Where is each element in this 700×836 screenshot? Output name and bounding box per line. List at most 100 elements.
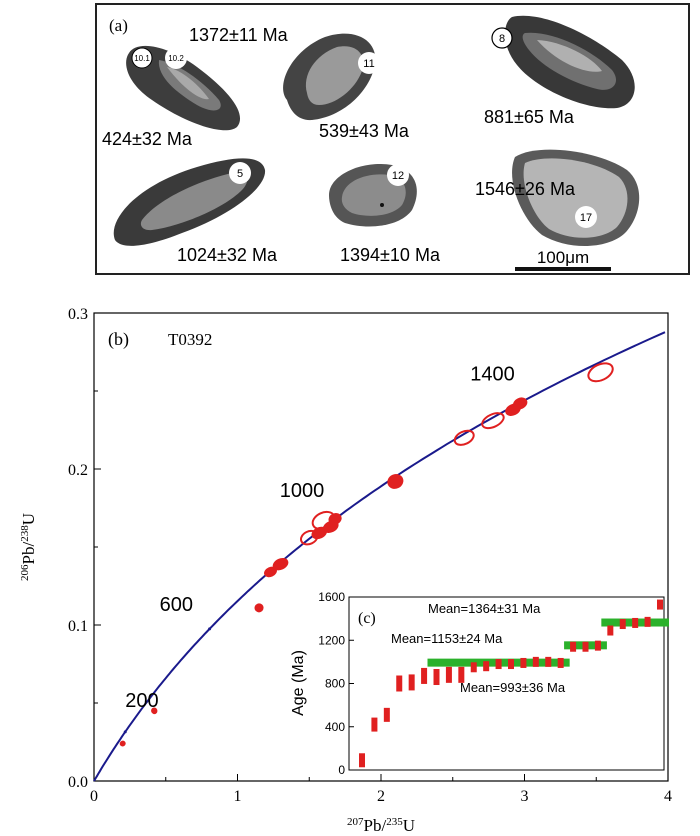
concordia-age-marker — [123, 730, 127, 734]
x-tick-label: 1 — [234, 788, 242, 805]
axis-ticks: 0 1 2 3 4 0.0 0.1 0.2 0.3 — [68, 306, 672, 805]
age-bar — [607, 625, 614, 636]
age-bar — [532, 656, 539, 667]
data-ellipse — [254, 603, 264, 613]
x-tick-label: 3 — [521, 788, 529, 805]
y-axis-label-b: U — [19, 513, 38, 525]
inset-y-tick-label: 1200 — [318, 633, 345, 647]
age-label-grain-10-core: 424±32 Ma — [102, 129, 193, 149]
age-label-grain-8: 881±65 Ma — [484, 107, 575, 127]
mean-line — [601, 618, 669, 627]
age-bar — [371, 717, 378, 732]
panel-b-label: (b) — [108, 329, 129, 350]
concordia-age-label: 1400 — [470, 364, 515, 386]
sample-id: T0392 — [168, 330, 212, 349]
age-bar — [619, 619, 626, 630]
y-tick-label: 0.1 — [68, 618, 88, 635]
age-bar — [483, 661, 490, 672]
age-label-grain-17: 1546±26 Ma — [475, 179, 576, 199]
x-axis-label: 207Pb/235U — [347, 816, 415, 835]
concordia-age-label: 200 — [125, 690, 158, 712]
spot-label-10-2: 10.2 — [168, 54, 184, 63]
mean-line — [427, 658, 570, 667]
age-bar — [445, 666, 452, 683]
x-axis-label-sup: 207 — [347, 816, 364, 828]
spot-label-10-1: 10.1 — [134, 54, 150, 63]
y-tick-label: 0.2 — [68, 462, 88, 479]
spot-marker-11 — [358, 52, 380, 74]
y-axis-label: 206Pb/238U — [19, 513, 38, 581]
age-bar — [458, 666, 465, 683]
y-axis-label-sup: 206 — [19, 564, 31, 581]
concordia-age-marker — [518, 401, 522, 405]
zircon-grain-8 — [505, 15, 635, 109]
data-ellipse — [481, 412, 505, 430]
data-ellipse — [272, 557, 289, 571]
data-ellipse — [119, 740, 126, 747]
panel-a-zircon-images: (a) 10.1 10.2 11 8 5 — [95, 3, 690, 275]
data-ellipse — [151, 707, 158, 715]
concordia-curve — [93, 331, 666, 782]
spot-marker-10-1 — [131, 47, 153, 69]
data-ellipse — [453, 429, 475, 446]
data-ellipse — [311, 526, 328, 540]
spot-label-12: 12 — [392, 170, 404, 182]
age-bar — [545, 656, 552, 667]
y-tick-label: 0.3 — [68, 306, 88, 323]
age-bar — [359, 753, 365, 768]
x-axis-label-a: Pb/ — [364, 816, 387, 835]
x-axis-label-sup2: 235 — [386, 816, 403, 828]
age-bar — [396, 675, 403, 692]
spot-label-17: 17 — [580, 212, 592, 224]
data-ellipse — [513, 397, 528, 410]
concordia-age-label: 600 — [160, 594, 193, 616]
data-ellipses — [119, 362, 614, 747]
age-bar — [495, 659, 502, 670]
zircon-grain-5 — [113, 158, 266, 246]
spot-marker-17 — [575, 206, 597, 228]
age-bar — [582, 641, 589, 652]
data-ellipse — [311, 510, 336, 531]
y-axis-label-sup2: 238 — [19, 525, 31, 542]
spot-label-5: 5 — [237, 168, 243, 180]
inset-mean-lines — [427, 618, 669, 667]
age-bar — [433, 669, 440, 686]
age-bar — [657, 599, 663, 610]
inset-y-tick-label: 800 — [325, 677, 345, 691]
data-ellipse — [328, 513, 342, 525]
inset-age-bars — [359, 599, 663, 768]
inset-y-axis-label: Age (Ma) — [290, 650, 307, 716]
x-tick-label: 4 — [664, 788, 672, 805]
y-axis-label-a: Pb/ — [19, 542, 38, 565]
data-ellipse — [322, 520, 339, 533]
inset-frame — [348, 596, 665, 771]
data-ellipse — [587, 362, 614, 383]
concordia-age-labels: 200 600 1000 1400 — [123, 364, 522, 734]
mean-label-1364: Mean=1364±31 Ma — [428, 601, 541, 616]
spot-marker-10-2 — [165, 47, 187, 69]
age-bar — [570, 641, 577, 652]
data-ellipse — [264, 566, 277, 578]
age-bar — [508, 659, 514, 670]
inset-y-tick-label: 400 — [325, 720, 345, 734]
panel-c-label: (c) — [358, 610, 376, 627]
data-ellipse — [505, 403, 521, 416]
age-bar — [520, 657, 527, 668]
concordia-age-label: 1000 — [280, 480, 325, 502]
mean-line — [564, 641, 607, 650]
x-axis-label-b: U — [403, 816, 415, 835]
x-tick-label: 0 — [90, 788, 98, 805]
spot-marker-8 — [491, 27, 513, 49]
spot-marker-5 — [229, 162, 251, 184]
mean-label-993: Mean=993±36 Ma — [460, 680, 566, 695]
age-bar — [594, 640, 601, 651]
age-bar — [421, 667, 428, 684]
age-label-grain-12: 1394±10 Ma — [340, 245, 441, 265]
zircon-image-svg: (a) 10.1 10.2 11 8 5 — [102, 15, 640, 271]
age-bar — [644, 616, 651, 627]
inset-y-tick-label: 1600 — [318, 590, 345, 604]
spot-label-11: 11 — [363, 58, 374, 70]
age-label-grain-5: 1024±32 Ma — [177, 245, 278, 265]
age-bar — [632, 617, 639, 628]
spot-marker-12 — [387, 164, 409, 186]
